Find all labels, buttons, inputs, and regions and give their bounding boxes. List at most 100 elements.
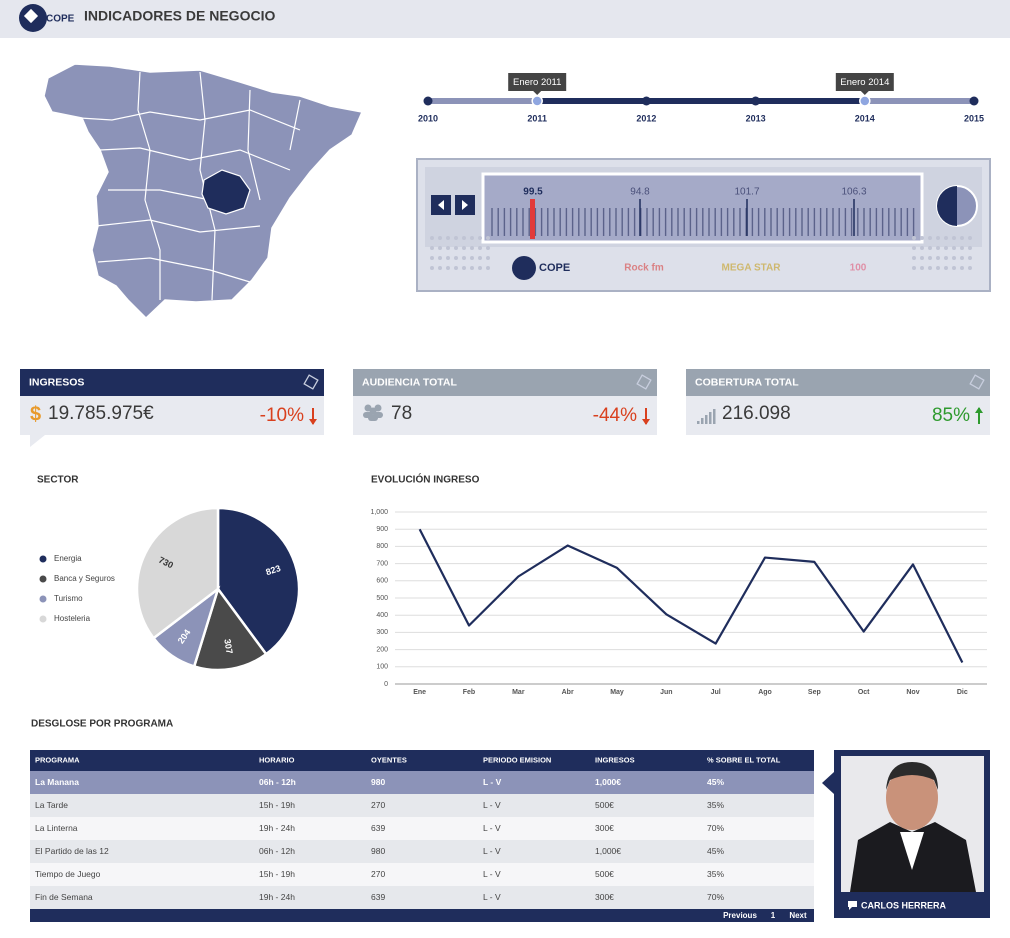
speaker-dot: [968, 246, 972, 250]
table-title: DESGLOSE POR PROGRAMA: [31, 719, 173, 730]
table-row[interactable]: [30, 863, 814, 886]
dial-needle: [530, 199, 535, 239]
dial-frequency: 106.3: [841, 187, 866, 198]
legend-swatch: [39, 615, 47, 623]
logo-text: COPE: [46, 14, 75, 25]
legend-swatch: [39, 595, 47, 603]
speaker-dot: [920, 256, 924, 260]
speaker-dot: [446, 236, 450, 240]
tune-left-icon: [438, 200, 444, 210]
speaker-dot: [446, 246, 450, 250]
kpi-change: 85%: [932, 405, 970, 426]
host-comment-icon: [848, 901, 857, 910]
table-cell: L - V: [483, 869, 501, 879]
table-cell: 639: [371, 823, 385, 833]
station-logo-mark: [512, 256, 536, 280]
speaker-dot: [454, 256, 458, 260]
chart-title: EVOLUCIÓN INGRESO: [371, 473, 480, 486]
speaker-dot: [430, 256, 434, 260]
x-tick-label: Ago: [758, 689, 772, 696]
timeline-handle[interactable]: [859, 95, 871, 107]
table-cell: L - V: [483, 800, 501, 810]
station-logo[interactable]: MEGA STAR: [722, 263, 782, 274]
kpi-body: [353, 396, 657, 435]
speaker-dot: [486, 236, 490, 240]
kpi-signal-icon: [697, 421, 700, 424]
timeline-tooltip: [508, 73, 567, 91]
speaker-dot: [944, 256, 948, 260]
table-footer: [30, 909, 814, 922]
kpi-people-icon: [368, 415, 378, 421]
timeline-year: 2012: [636, 113, 656, 123]
station-logo[interactable]: Rock fm: [624, 263, 664, 274]
station-logo[interactable]: COPE: [539, 262, 570, 274]
table-cell: 70%: [707, 892, 724, 902]
kpi-signal-icon: [713, 409, 716, 424]
y-tick-label: 300: [376, 629, 388, 636]
table-cell: 980: [371, 846, 385, 856]
table-row[interactable]: [30, 794, 814, 817]
table-cell: L - V: [483, 846, 501, 856]
table-row[interactable]: [30, 886, 814, 909]
table-cell: L - V: [483, 777, 502, 787]
station-logo[interactable]: 100: [850, 263, 867, 274]
x-tick-label: Jun: [660, 689, 672, 696]
speaker-dot: [912, 236, 916, 240]
timeline-year: 2013: [746, 113, 766, 123]
dial-frequency: 94.8: [630, 187, 650, 198]
host-photo-shirt: [900, 832, 924, 870]
speaker-dot: [486, 246, 490, 250]
speaker-dot: [944, 236, 948, 240]
table-row[interactable]: [30, 840, 814, 863]
speaker-dot: [470, 256, 474, 260]
speaker-dot: [430, 266, 434, 270]
kpi-title: AUDIENCIA TOTAL: [362, 376, 457, 388]
chart-title: SECTOR: [37, 475, 79, 486]
pie-value-label: 823: [264, 563, 281, 577]
speaker-dot: [462, 256, 466, 260]
host-photo-face: [886, 766, 938, 830]
x-tick-label: Abr: [562, 689, 574, 696]
kpi-cube-icon: [969, 374, 985, 390]
kpi-signal-icon: [705, 415, 708, 424]
speaker-dot: [462, 266, 466, 270]
speaker-dot: [968, 256, 972, 260]
timeline-handle[interactable]: [531, 95, 543, 107]
x-tick-label: Mar: [512, 689, 525, 696]
timeline-year: 2015: [964, 113, 984, 123]
speaker-dot: [952, 256, 956, 260]
speaker-dot: [968, 266, 972, 270]
speaker-dot: [454, 266, 458, 270]
pie-slice[interactable]: [135, 506, 220, 640]
table-row[interactable]: [30, 771, 814, 794]
table-cell: 19h - 24h: [259, 892, 295, 902]
pagination[interactable]: Next: [789, 911, 807, 920]
speaker-dot: [470, 236, 474, 240]
table-cell: L - V: [483, 892, 501, 902]
timeline-dot: [969, 96, 979, 106]
header-bar: [0, 0, 1010, 38]
y-tick-label: 1,000: [370, 509, 388, 516]
pie-slice[interactable]: [216, 506, 301, 656]
table-header-cell: PERIODO EMISION: [483, 755, 551, 764]
speaker-dot: [438, 266, 442, 270]
pagination[interactable]: 1: [771, 911, 776, 920]
speaker-dot: [454, 246, 458, 250]
speaker-dot: [430, 236, 434, 240]
speaker-dot: [928, 236, 932, 240]
table-cell: 1,000€: [595, 846, 621, 856]
pagination[interactable]: Previous: [723, 911, 757, 920]
timeline-year: 2011: [527, 113, 547, 123]
speaker-dot: [920, 246, 924, 250]
table-header-cell: OYENTES: [371, 755, 407, 764]
map-selected-region[interactable]: [201, 169, 251, 215]
table-row[interactable]: [30, 817, 814, 840]
speaker-dot: [928, 256, 932, 260]
speaker-dot: [952, 236, 956, 240]
x-tick-label: Sep: [808, 689, 821, 696]
speaker-dot: [478, 236, 482, 240]
speaker-dot: [486, 266, 490, 270]
speaker-dot: [936, 256, 940, 260]
speaker-dot: [960, 266, 964, 270]
y-tick-label: 100: [376, 664, 388, 671]
